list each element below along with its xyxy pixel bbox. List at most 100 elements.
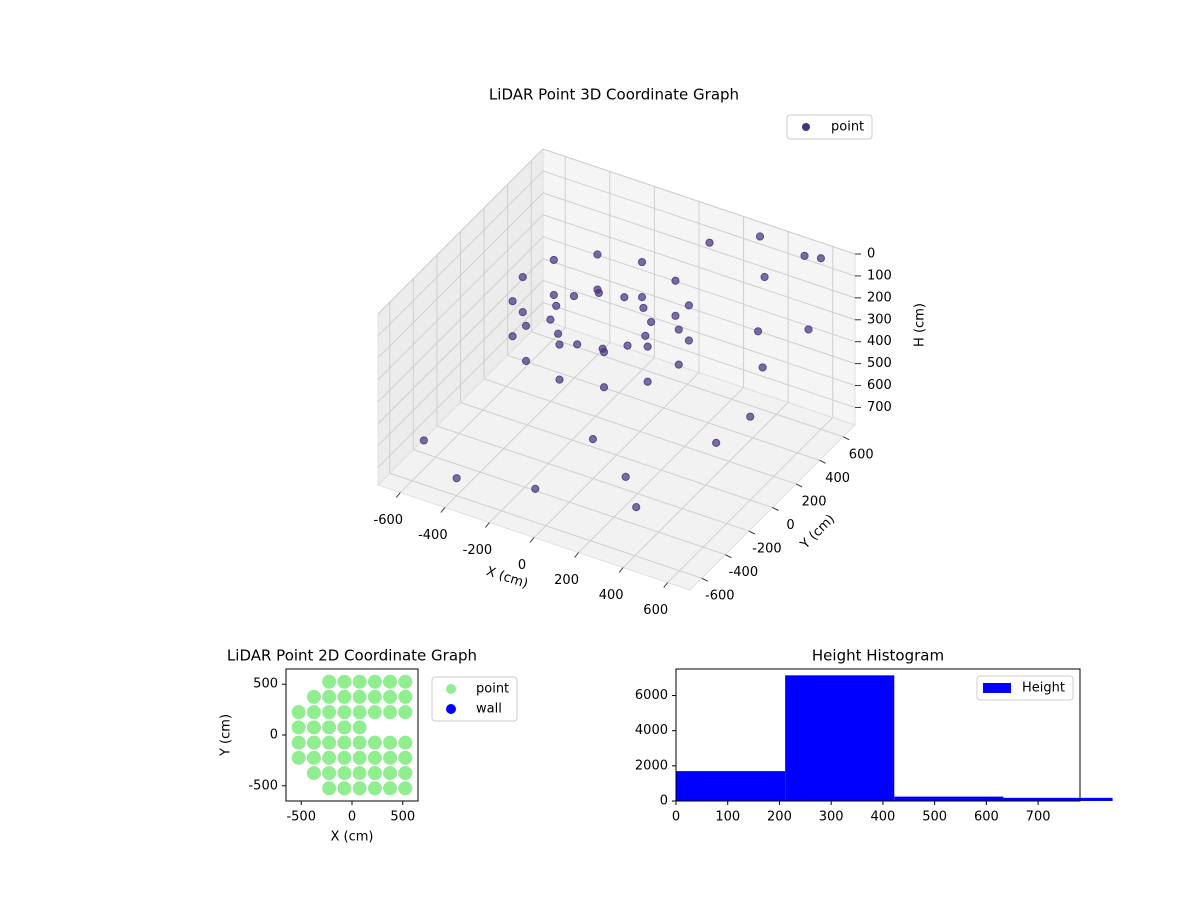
point bbox=[352, 750, 367, 765]
x-tick-label: 100 bbox=[715, 810, 740, 825]
point bbox=[598, 344, 607, 353]
tick-mark bbox=[725, 554, 732, 559]
point bbox=[306, 750, 321, 765]
y-tick-label: 0 bbox=[786, 518, 794, 533]
grid-line bbox=[531, 331, 844, 438]
grid-line bbox=[377, 258, 544, 424]
point bbox=[337, 689, 352, 704]
point bbox=[337, 766, 352, 781]
point bbox=[621, 472, 630, 481]
point bbox=[398, 735, 413, 750]
grid-line bbox=[507, 354, 820, 461]
z-tick-label: 600 bbox=[867, 378, 892, 393]
y-tick-label: 500 bbox=[253, 677, 278, 692]
point bbox=[755, 232, 765, 241]
grid-line bbox=[542, 301, 856, 408]
y-axis-label: Y (cm) bbox=[219, 714, 234, 757]
bar bbox=[894, 796, 1004, 801]
point bbox=[643, 342, 652, 351]
point bbox=[549, 255, 558, 265]
axes-frame bbox=[675, 668, 1081, 802]
point bbox=[521, 356, 531, 366]
tick-mark bbox=[440, 507, 446, 513]
plot-area bbox=[291, 674, 413, 796]
point bbox=[383, 766, 398, 781]
x-axis-label: X (cm) bbox=[331, 830, 374, 845]
point bbox=[521, 321, 531, 330]
grid-line bbox=[377, 280, 544, 446]
point bbox=[705, 238, 714, 247]
legend-box bbox=[976, 675, 1074, 701]
x-tick-label: -600 bbox=[374, 513, 404, 528]
point bbox=[593, 250, 602, 259]
point bbox=[569, 291, 579, 301]
tick-mark bbox=[574, 552, 579, 558]
point bbox=[291, 750, 306, 765]
tick-mark bbox=[772, 507, 779, 511]
x-tick-label: -400 bbox=[418, 528, 448, 543]
point bbox=[671, 276, 680, 285]
point bbox=[637, 257, 647, 267]
point bbox=[291, 720, 306, 735]
x-tick-label: 0 bbox=[672, 810, 680, 825]
grid-line bbox=[413, 449, 726, 556]
point bbox=[419, 436, 428, 445]
point bbox=[383, 735, 398, 750]
point bbox=[306, 705, 321, 720]
x-tick-label: 700 bbox=[1026, 810, 1051, 825]
point bbox=[367, 674, 382, 689]
point bbox=[367, 781, 382, 796]
z-tick-label: 500 bbox=[867, 356, 892, 371]
point bbox=[800, 251, 809, 260]
tick-mark bbox=[701, 577, 709, 582]
point bbox=[322, 735, 337, 750]
x-tick-label: -500 bbox=[286, 810, 316, 825]
point bbox=[552, 301, 561, 310]
bar bbox=[1003, 797, 1113, 801]
point bbox=[352, 674, 367, 689]
y-tick-label: 400 bbox=[825, 471, 850, 486]
y-tick-label: -600 bbox=[705, 589, 735, 604]
y-tick-label: 6000 bbox=[635, 688, 668, 703]
z-axis-label: H (cm) bbox=[913, 303, 928, 347]
y-tick-label: 2000 bbox=[635, 758, 668, 773]
point bbox=[518, 272, 527, 282]
point bbox=[383, 781, 398, 796]
point bbox=[555, 375, 564, 384]
point bbox=[760, 272, 769, 282]
point bbox=[352, 720, 367, 735]
x-tick-label: 300 bbox=[819, 810, 844, 825]
legend-marker bbox=[446, 704, 456, 714]
point bbox=[637, 293, 647, 302]
point bbox=[398, 781, 413, 796]
point bbox=[322, 705, 337, 720]
point bbox=[352, 689, 367, 704]
point bbox=[452, 474, 461, 483]
grid-line bbox=[542, 280, 856, 387]
chart-title: LiDAR Point 2D Coordinate Graph bbox=[227, 647, 477, 665]
y-tick-label: -200 bbox=[752, 542, 782, 557]
legend-label: Height bbox=[1022, 681, 1065, 696]
point bbox=[641, 331, 650, 340]
point bbox=[531, 484, 540, 493]
point bbox=[816, 254, 826, 263]
point bbox=[352, 781, 367, 796]
point bbox=[383, 689, 398, 704]
point bbox=[291, 705, 306, 720]
bar bbox=[676, 771, 786, 801]
tick-mark bbox=[748, 530, 756, 535]
z-tick-label: 400 bbox=[867, 334, 892, 349]
point bbox=[712, 438, 721, 448]
point bbox=[573, 340, 582, 349]
point bbox=[398, 674, 413, 689]
point bbox=[546, 315, 555, 324]
point bbox=[306, 735, 321, 750]
y-tick-label: 0 bbox=[660, 794, 668, 809]
tick-mark bbox=[795, 483, 803, 488]
point bbox=[684, 301, 694, 310]
chart-title: Height Histogram bbox=[812, 647, 944, 665]
point bbox=[337, 735, 352, 750]
legend-marker bbox=[802, 123, 810, 131]
point bbox=[367, 689, 382, 704]
